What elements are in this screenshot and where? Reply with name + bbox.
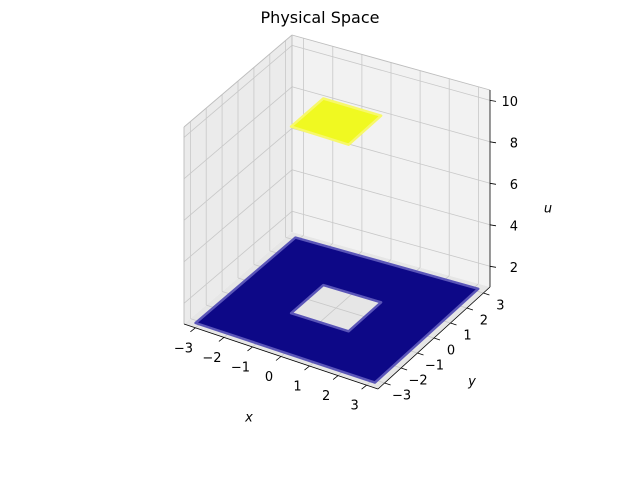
grid-line-z-back bbox=[291, 169, 491, 226]
y-tick-mark bbox=[400, 367, 408, 371]
y-tick-mark bbox=[450, 322, 457, 326]
z-tick-mark bbox=[489, 182, 497, 185]
y-tick-mark bbox=[417, 352, 424, 356]
grid-line-z-side bbox=[183, 169, 293, 263]
z-tick-label: 2 bbox=[510, 261, 518, 276]
z-tick-mark bbox=[489, 224, 497, 227]
y-axis-label: y bbox=[467, 375, 476, 390]
x-axis-label: x bbox=[244, 411, 253, 426]
y-tick-mark bbox=[466, 307, 474, 311]
y-tick-label: 0 bbox=[447, 344, 455, 359]
x-tick-label: 1 bbox=[293, 380, 301, 395]
z-tick-mark bbox=[489, 141, 497, 144]
y-tick-label: −1 bbox=[425, 359, 444, 374]
z-tick-mark bbox=[489, 265, 497, 268]
grid-line-z-side bbox=[183, 86, 293, 180]
x-tick-mark bbox=[247, 346, 253, 352]
x-tick-label: 3 bbox=[350, 399, 358, 414]
y-tick-mark bbox=[384, 382, 391, 386]
y-tick-label: 1 bbox=[463, 329, 471, 344]
y-tick-label: −2 bbox=[409, 374, 428, 389]
x-tick-mark bbox=[361, 384, 367, 390]
z-axis-label: u bbox=[544, 202, 552, 217]
x-tick-mark bbox=[332, 375, 339, 380]
x-tick-label: −3 bbox=[174, 341, 193, 356]
y-tick-label: 3 bbox=[496, 299, 504, 314]
y-tick-label: 2 bbox=[480, 314, 488, 329]
data-surface-outer-low bbox=[194, 236, 480, 384]
x-tick-mark bbox=[275, 356, 282, 361]
y-tick-mark bbox=[433, 337, 441, 341]
z-tick-mark bbox=[489, 100, 497, 102]
x-tick-label: −1 bbox=[231, 360, 250, 375]
z-tick-label: 6 bbox=[510, 178, 518, 193]
grid-line-z-side bbox=[183, 210, 293, 304]
grid-line-z-side bbox=[183, 45, 293, 138]
z-tick-label: 8 bbox=[510, 136, 518, 151]
pane-edge bbox=[291, 34, 491, 91]
data-surface-inner-high bbox=[289, 97, 383, 146]
x-tick-mark bbox=[218, 337, 225, 342]
grid-line-z-side bbox=[183, 127, 293, 221]
x-tick-label: 0 bbox=[265, 370, 273, 385]
grid-line-z-back bbox=[291, 86, 491, 143]
grid-line-z-back bbox=[291, 45, 491, 101]
x-tick-label: −2 bbox=[202, 351, 221, 366]
x-tick-mark bbox=[304, 365, 310, 371]
x-tick-label: 2 bbox=[322, 389, 330, 404]
y-tick-mark bbox=[483, 292, 490, 296]
pane-edge bbox=[183, 34, 293, 128]
y-tick-label: −3 bbox=[392, 389, 411, 404]
z-tick-label: 10 bbox=[501, 95, 518, 110]
grid-line-z-back bbox=[291, 210, 491, 267]
z-tick-label: 4 bbox=[510, 219, 518, 234]
chart-title: Physical Space bbox=[260, 8, 380, 27]
x-tick-mark bbox=[190, 327, 196, 333]
